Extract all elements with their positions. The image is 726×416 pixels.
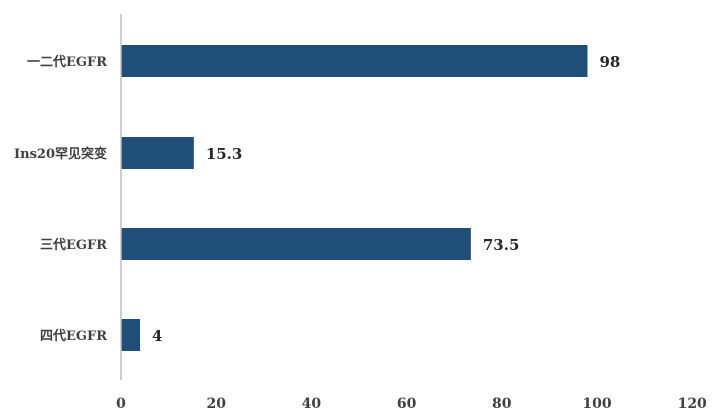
category-label: Ins20罕见突变 [14,146,107,162]
x-tick-label: 40 [302,396,322,412]
bar [121,319,141,351]
x-tick-label: 120 [678,396,707,412]
x-tick-label: 100 [582,396,611,412]
category-label: 四代EGFR [40,328,107,344]
data-label: 15.3 [206,145,243,163]
x-tick-label: 20 [206,396,226,412]
category-label: 一二代EGFR [27,54,107,70]
category-label: 三代EGFR [40,237,107,253]
x-tick-label: 60 [397,396,417,412]
data-label: 73.5 [483,236,520,254]
bar [121,137,194,169]
bar [121,45,588,77]
x-tick-label: 80 [492,396,512,412]
x-tick-label: 0 [116,396,126,412]
data-label: 98 [599,53,620,71]
data-label: 4 [152,327,162,345]
bar [121,228,471,260]
